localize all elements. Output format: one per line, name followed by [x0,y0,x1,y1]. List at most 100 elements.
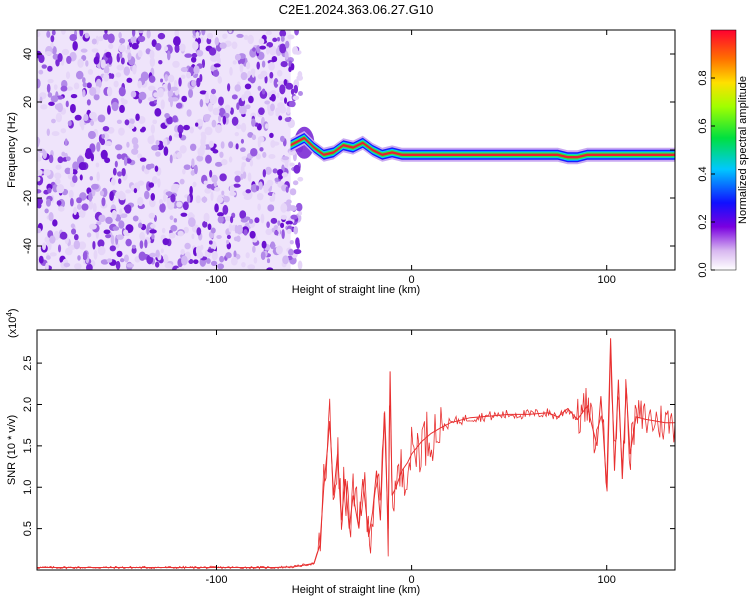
noise-speckle [149,198,156,208]
noise-speckle [277,168,284,177]
noise-speckle [235,143,239,150]
noise-speckle [173,184,180,189]
noise-speckle [247,264,256,270]
noise-speckle [104,30,108,34]
noise-speckle [112,226,120,231]
noise-speckle [233,250,237,258]
noise-speckle [105,234,112,239]
noise-speckle [100,149,108,160]
noise-speckle [148,75,156,83]
noise-speckle [84,150,93,159]
noise-speckle [51,30,56,36]
noise-speckle [269,132,274,139]
noise-speckle [37,31,41,38]
noise-speckle [258,38,265,45]
spectrogram-y-ticks: -40 -20 0 20 40 [22,48,675,254]
noise-speckle [181,95,188,103]
noise-speckle [164,74,169,82]
noise-speckle [159,203,166,213]
noise-speckle [261,60,266,68]
noise-speckle [151,175,158,184]
noise-speckle [214,37,220,46]
noise-speckle [145,48,151,55]
noise-speckle [293,164,301,174]
noise-speckle [262,169,267,178]
noise-speckle [268,45,277,56]
noise-speckle [289,162,295,167]
noise-speckle [157,178,161,188]
noise-speckle [77,255,81,261]
noise-speckle [155,151,161,157]
noise-speckle [123,229,129,236]
noise-speckle [88,200,94,210]
x-tick-label: 100 [598,574,616,586]
noise-speckle [37,176,41,182]
noise-speckle [247,131,254,138]
noise-speckle [87,130,96,140]
noise-speckle [182,201,189,211]
noise-speckle [144,239,148,249]
noise-speckle [239,210,247,220]
noise-speckle [273,224,279,231]
colorbar-tick-label: 0.6 [697,118,709,133]
noise-speckle [74,114,82,121]
noise-speckle [190,170,196,176]
noise-speckle [131,244,137,249]
noise-speckle [119,208,123,215]
noise-speckle [175,102,183,109]
noise-speckle [216,196,224,204]
noise-speckle [272,168,278,174]
noise-speckle [138,115,146,124]
noise-speckle [214,124,223,134]
noise-speckle [178,131,183,139]
noise-speckle [126,77,133,83]
noise-speckle [298,210,303,216]
noise-speckle [167,74,175,83]
noise-speckle [229,184,235,194]
noise-speckle [79,30,84,37]
noise-speckle [203,114,212,119]
noise-speckle [194,164,198,175]
noise-speckle [101,133,106,139]
noise-speckle [163,146,169,157]
noise-speckle [191,52,198,58]
noise-speckle [208,240,213,245]
noise-speckle [264,75,268,84]
noise-speckle [67,120,72,127]
noise-speckle [109,190,114,201]
noise-speckle [284,117,292,123]
noise-speckle [225,239,230,245]
noise-speckle [124,119,130,126]
noise-speckle [126,263,135,268]
noise-speckle [65,71,71,80]
noise-speckle [265,228,273,236]
noise-speckle [295,237,300,247]
noise-speckle [100,259,109,265]
noise-speckle [65,247,73,256]
noise-speckle [274,230,279,236]
noise-speckle [260,251,266,261]
noise-speckle [192,41,199,51]
noise-speckle [220,141,225,149]
noise-speckle [168,232,176,239]
noise-speckle [53,84,58,91]
noise-speckle [177,124,184,134]
noise-speckle [73,239,81,250]
noise-speckle [50,35,55,43]
noise-speckle [270,241,276,250]
noise-speckle [211,119,217,128]
noise-speckle [138,251,146,261]
noise-speckle [208,140,214,148]
noise-speckle [256,185,260,191]
spectrogram-signal-track [290,126,675,165]
noise-speckle [210,191,214,202]
noise-speckle [89,176,93,181]
noise-speckle [96,221,102,226]
noise-speckle [180,248,185,256]
snr-scale-base: (x10 [7,317,19,338]
noise-speckle [240,138,245,144]
y-tick-label: -20 [22,190,34,206]
noise-speckle [52,53,60,60]
noise-speckle [191,79,197,87]
noise-speckle [193,259,199,265]
